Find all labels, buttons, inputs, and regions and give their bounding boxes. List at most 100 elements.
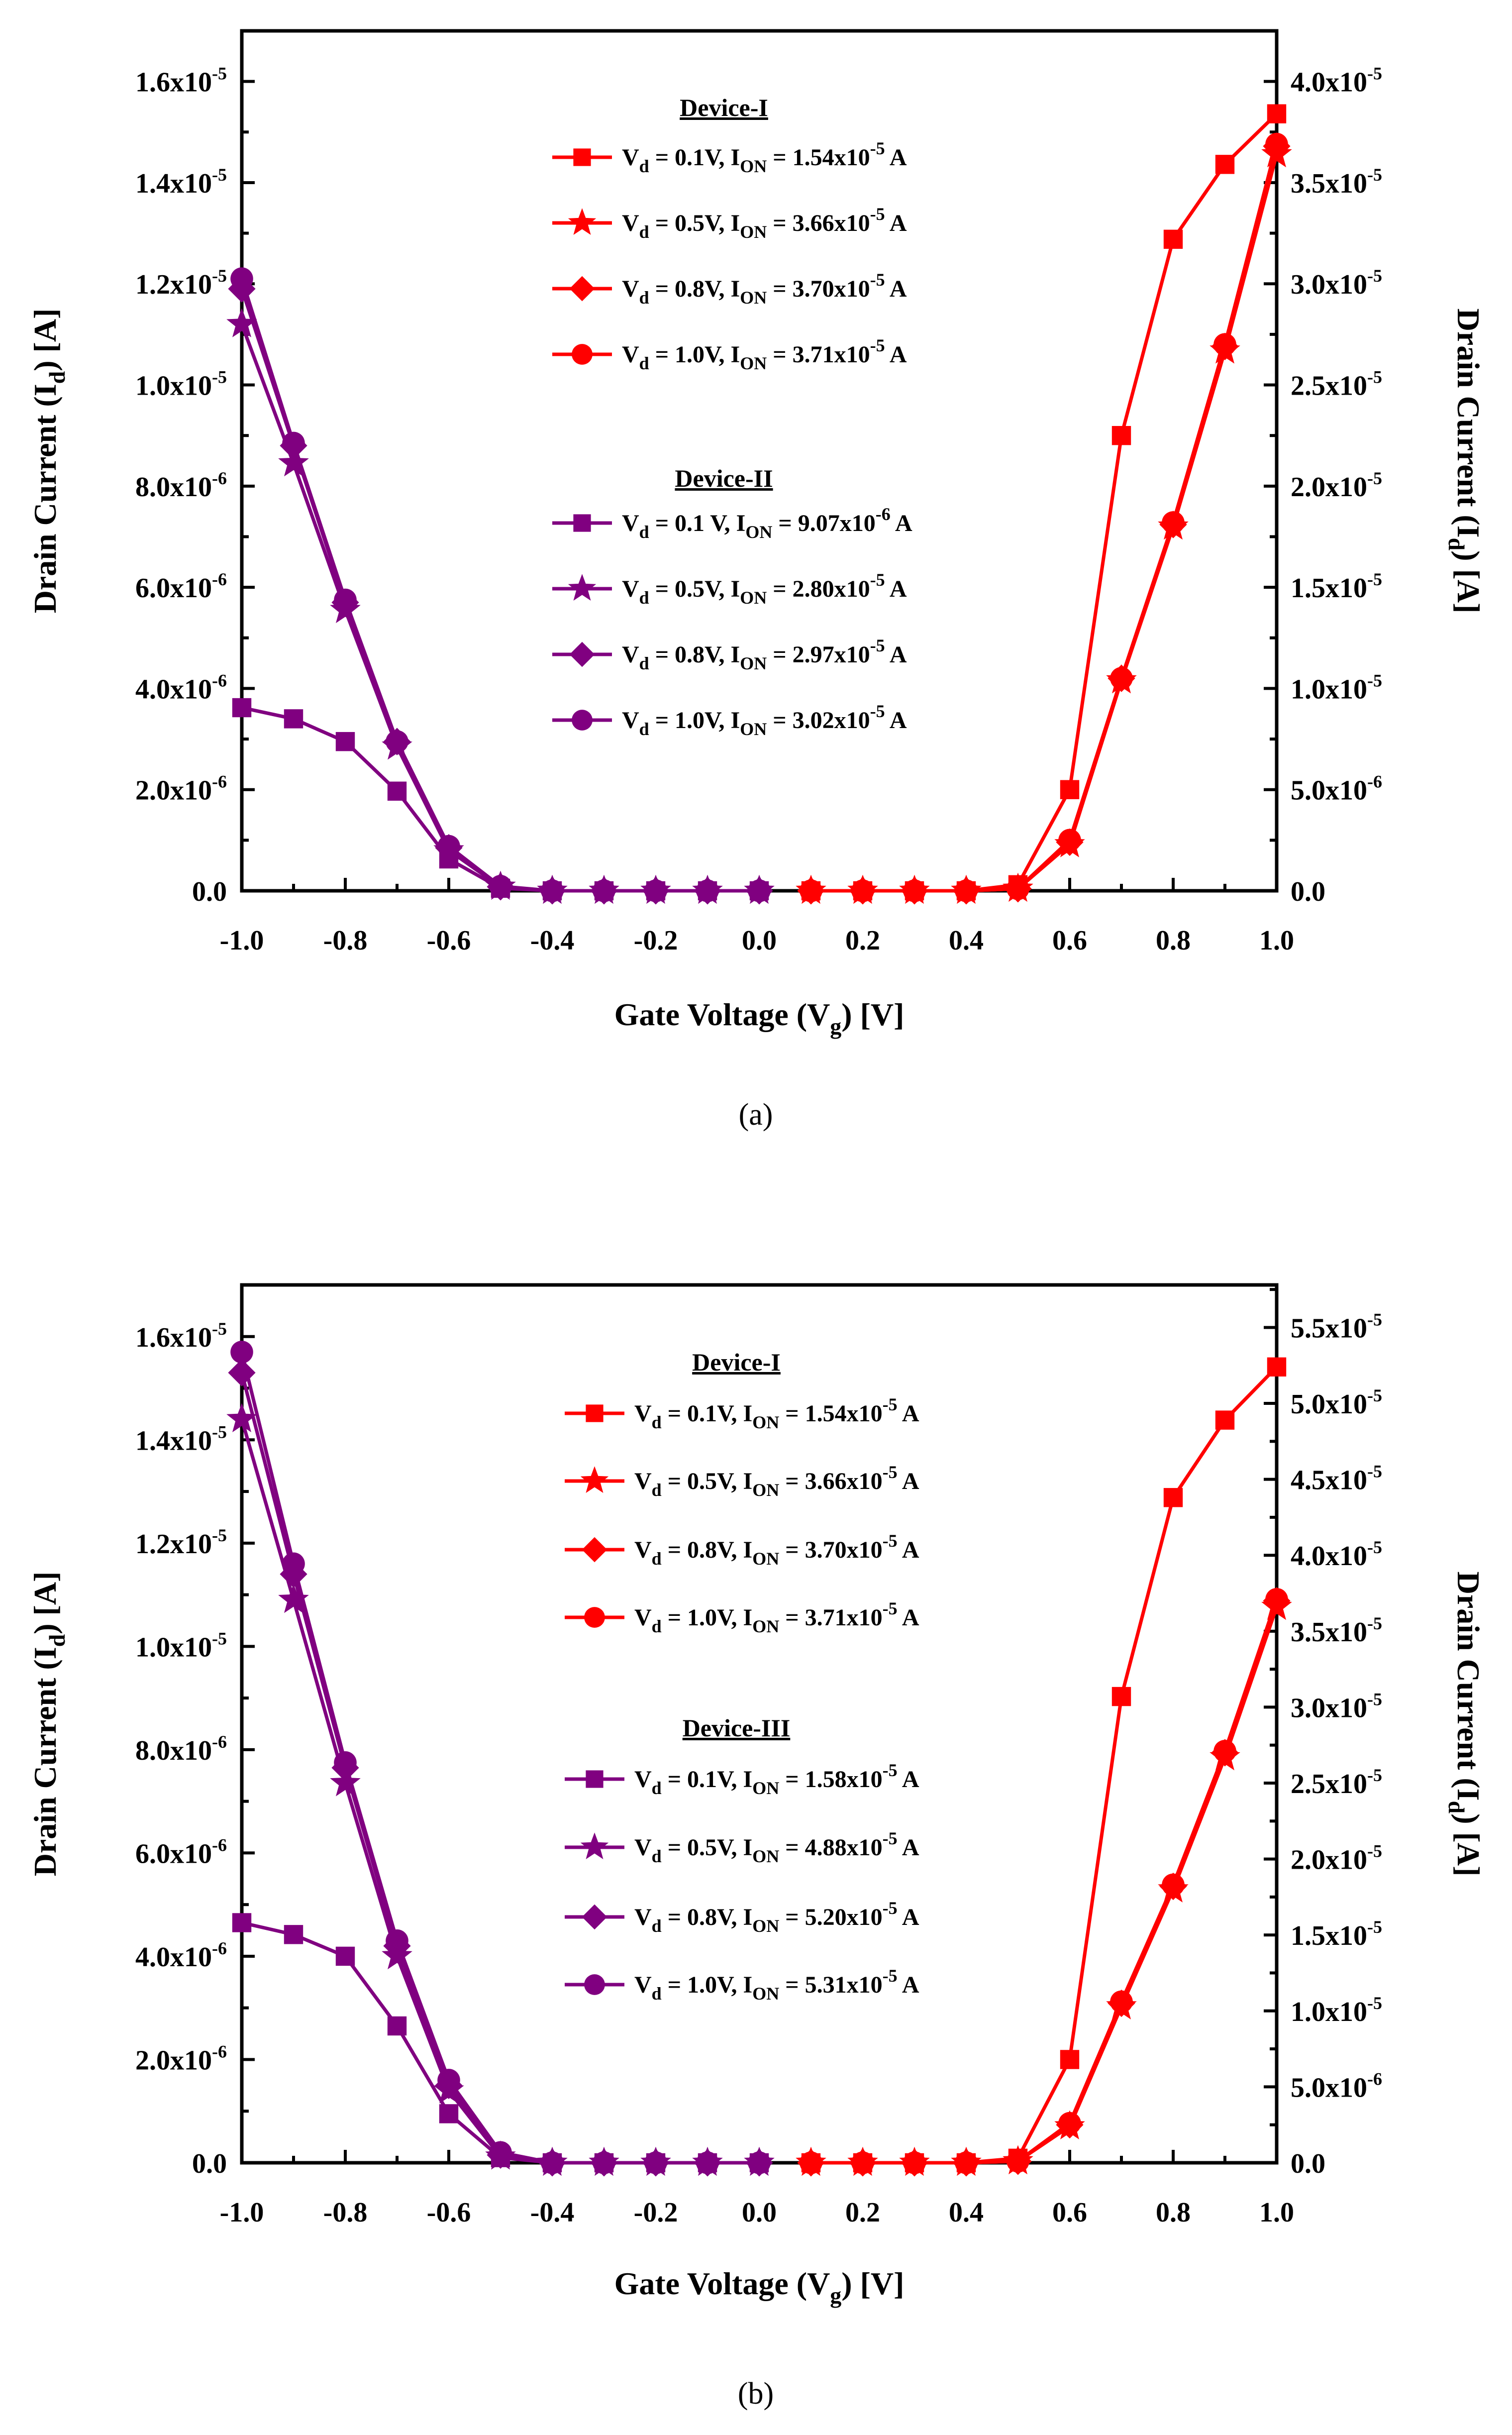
series-device-i-vd-1-0v xyxy=(800,132,1288,902)
data-point xyxy=(334,1751,357,1774)
data-point xyxy=(696,2151,719,2174)
data-point xyxy=(437,835,460,858)
data-point xyxy=(335,1946,355,1966)
x-tick-label: -0.4 xyxy=(530,925,575,956)
x-tick-label: 0.8 xyxy=(1156,2197,1191,2228)
y-right-tick-label: 4.0x10-5 xyxy=(1291,1537,1382,1572)
data-point xyxy=(1163,229,1183,249)
data-point xyxy=(1110,1990,1133,2013)
x-tick-label: -1.0 xyxy=(220,925,264,956)
y-left-tick-label: 6.0x10-6 xyxy=(135,569,227,604)
chart-b: -1.0 -0.8 -0.6 -0.4 -0.2 0.0 0.2 0.4 0.6 0.8 1.0 0.… xyxy=(27,1283,1486,2411)
x-tick-label: 0.6 xyxy=(1052,2197,1087,2228)
y-right-tick-label: 1.0x10-5 xyxy=(1291,1993,1382,2027)
x-tick-label: -0.8 xyxy=(323,925,368,956)
legend-marker xyxy=(573,148,591,166)
legend-marker xyxy=(569,641,595,667)
data-point xyxy=(1265,132,1288,156)
y-left-tick-label: 1.0x10-5 xyxy=(135,367,227,402)
legend-marker xyxy=(572,344,593,365)
x-tick-label: -0.4 xyxy=(530,2197,575,2228)
y-right-tick-label: 3.5x10-5 xyxy=(1291,165,1382,199)
data-point xyxy=(1162,1873,1185,1897)
legend-group-title: Device-I xyxy=(680,94,768,121)
x-tick-label: 0.0 xyxy=(742,925,777,956)
data-point xyxy=(230,267,253,290)
x-tick-label: 1.0 xyxy=(1259,925,1294,956)
legend-entry-text: Vd = 0.5V, ION = 4.88x10-5 A xyxy=(634,1828,919,1866)
legend-marker xyxy=(584,1974,605,1995)
y-left-axis-label: Drain Current (Id) [A] xyxy=(27,1572,70,1877)
y-right-tick-label: 5.0x10-6 xyxy=(1291,772,1382,806)
series-line xyxy=(811,1606,1279,2165)
series-line xyxy=(241,1921,759,2165)
x-axis-label: Gate Voltage (Vg) [V] xyxy=(614,2266,905,2308)
data-point xyxy=(1060,2050,1080,2069)
legend-group-title: Device-III xyxy=(683,1714,791,1742)
y-right-tick-label: 4.0x10-5 xyxy=(1291,64,1382,98)
legend-entry-text: Vd = 0.5V, ION = 3.66x10-5 A xyxy=(634,1462,919,1500)
legend-entry-text: Vd = 0.1 V, ION = 9.07x10-6 A xyxy=(622,504,912,542)
data-point xyxy=(489,875,512,898)
data-point xyxy=(1267,1357,1287,1377)
data-point xyxy=(800,879,822,902)
data-point xyxy=(437,2069,460,2092)
legend-entry-text: Vd = 0.8V, ION = 3.70x10-5 A xyxy=(622,270,907,308)
y-right-tick-label: 5.0x10-5 xyxy=(1291,1385,1382,1420)
x-tick-label: 0.2 xyxy=(845,2197,880,2228)
legend-marker xyxy=(586,1770,604,1788)
data-point xyxy=(387,781,407,801)
y-right-axis-label: Drain Current (Id) [A] xyxy=(1444,1572,1486,1877)
y-left-tick-label: 1.4x10-5 xyxy=(135,165,227,199)
data-point xyxy=(230,1341,253,1364)
data-point xyxy=(593,879,615,902)
x-tick-label: -0.6 xyxy=(427,925,471,956)
data-point xyxy=(1110,667,1133,690)
data-point xyxy=(330,1767,361,1797)
data-point xyxy=(489,2141,512,2164)
y-left-tick-label: 1.2x10-5 xyxy=(135,266,227,300)
data-point xyxy=(284,1925,303,1944)
data-point xyxy=(593,2151,615,2174)
data-point xyxy=(1265,1588,1288,1611)
legend-group-title: Device-II xyxy=(675,464,773,492)
x-tick-label: 0.2 xyxy=(845,925,880,956)
data-point xyxy=(386,1929,408,1952)
series-line xyxy=(240,323,759,893)
data-point xyxy=(282,1552,305,1576)
data-point xyxy=(1058,2112,1081,2135)
legend-entry-text: Vd = 1.0V, ION = 3.71x10-5 A xyxy=(622,335,907,373)
data-point xyxy=(1213,333,1236,356)
series-device-i-vd-1-0v xyxy=(800,1588,1288,2174)
y-left-tick-label: 1.6x10-5 xyxy=(135,64,227,98)
data-point xyxy=(232,1913,252,1932)
legend-marker xyxy=(582,1537,607,1563)
data-point xyxy=(748,879,771,902)
data-point xyxy=(334,588,357,612)
y-right-tick-label: 1.5x10-5 xyxy=(1291,569,1382,604)
y-left-tick-label: 4.0x10-6 xyxy=(135,670,227,705)
legend-entry-text: Vd = 0.8V, ION = 3.70x10-5 A xyxy=(634,1531,919,1569)
series-line xyxy=(811,112,1278,893)
data-point xyxy=(386,730,408,753)
legend: Device-I Vd = 0.1V, ION = 1.54x10-5 A Vd =… xyxy=(552,94,912,739)
series-device-i-vd-0-8v xyxy=(797,1587,1291,2177)
legend-marker xyxy=(568,574,597,601)
data-point xyxy=(851,879,874,902)
y-left-axis-label: Drain Current (Id) [A] xyxy=(27,309,70,614)
series-device-i-vd-0-5v xyxy=(796,1590,1292,2176)
figure-caption: (b) xyxy=(738,2377,774,2411)
legend-marker xyxy=(568,208,597,235)
data-point xyxy=(644,879,667,902)
data-point xyxy=(955,879,978,902)
x-tick-label: 0.0 xyxy=(742,2197,777,2228)
x-tick-label: 0.6 xyxy=(1052,925,1087,956)
y-left-tick-label: 1.6x10-5 xyxy=(135,1319,227,1353)
data-point xyxy=(1267,104,1287,123)
x-tick-label: -0.8 xyxy=(323,2197,368,2228)
legend-marker xyxy=(573,514,591,532)
data-point xyxy=(644,2151,667,2174)
data-point xyxy=(1007,2150,1029,2173)
y-left-tick-label: 2.0x10-6 xyxy=(135,772,227,806)
